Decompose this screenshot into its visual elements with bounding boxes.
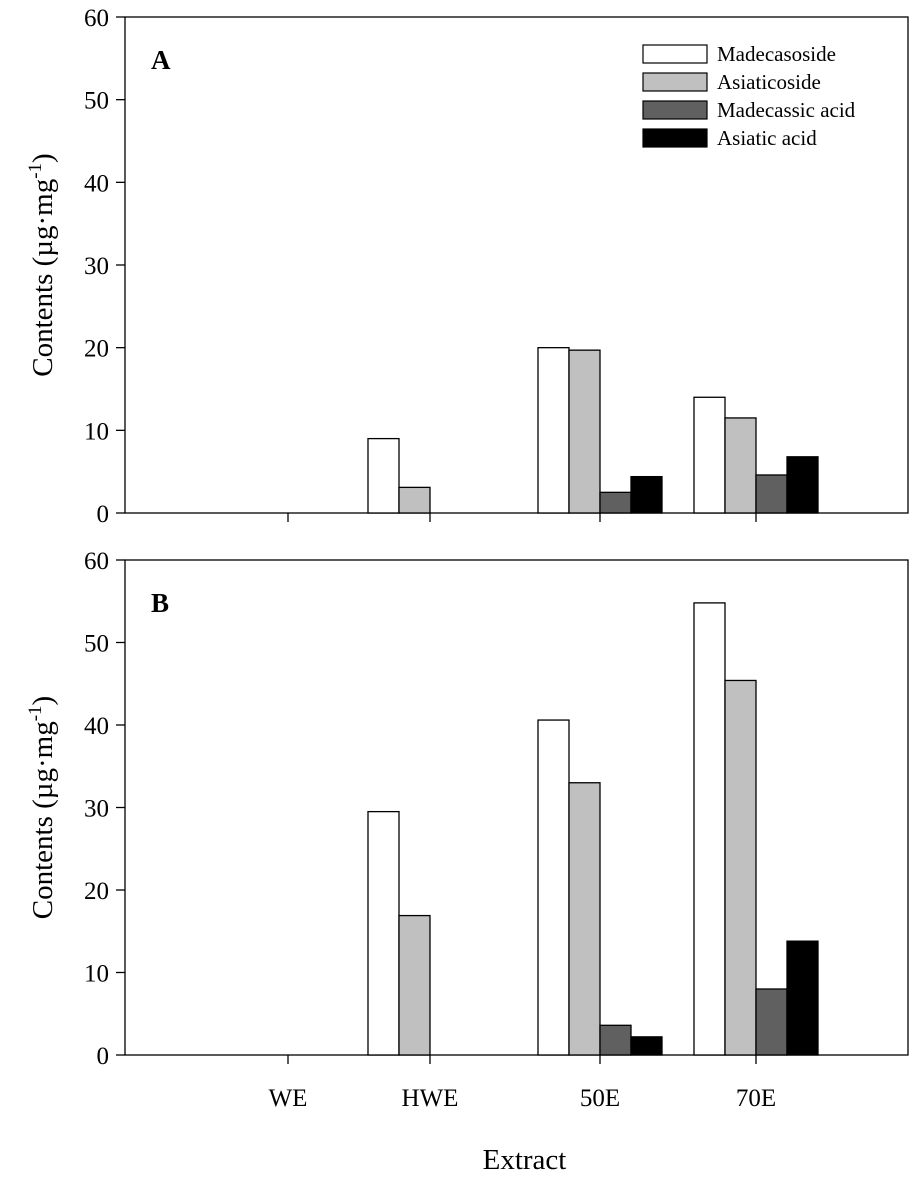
bar-madecasoside-70e bbox=[693, 602, 726, 1056]
legend-swatch-asiaticoside bbox=[642, 72, 708, 92]
y-tick-label: 60 bbox=[84, 5, 109, 32]
bar-asiaticoside-70e bbox=[724, 417, 757, 514]
y-tick-label: 0 bbox=[97, 501, 110, 528]
legend-swatch-madecasoside bbox=[642, 44, 708, 64]
legend-swatch-madecassic-acid bbox=[642, 100, 708, 120]
legend: Madecasoside Asiaticoside Madecassic acid A… bbox=[642, 42, 856, 150]
bar-madecassic-acid-70e bbox=[755, 988, 788, 1056]
chart-panel-b: 0 10 20 30 40 50 60 B Contents (µg·mg-1) WE HWE 50E… bbox=[25, 548, 909, 1176]
y-axis-label-superscript: -1 bbox=[25, 705, 46, 721]
legend-label-madecasoside: Madecasoside bbox=[717, 42, 836, 66]
y-tick-label: 40 bbox=[84, 170, 109, 197]
bar-asiatic-acid-50e bbox=[630, 475, 663, 514]
legend-label-asiatic-acid: Asiatic acid bbox=[717, 126, 817, 150]
x-tick-label: HWE bbox=[402, 1085, 459, 1112]
y-axis-label: Contents (µg·mg-1) bbox=[25, 696, 59, 919]
legend-swatch-asiatic-acid bbox=[642, 128, 708, 148]
bar-madecasoside-70e bbox=[693, 396, 726, 514]
bar-madecassic-acid-70e bbox=[755, 474, 788, 514]
panel-letter: B bbox=[151, 588, 169, 618]
x-tick-label: WE bbox=[269, 1085, 308, 1112]
x-axis-label: Extract bbox=[483, 1144, 567, 1176]
x-tick-label: 50E bbox=[580, 1085, 620, 1112]
legend-label-asiaticoside: Asiaticoside bbox=[717, 70, 821, 94]
y-tick-label: 20 bbox=[84, 878, 109, 905]
y-axis-label-main: Contents (µg·mg bbox=[27, 179, 59, 377]
bar-asiaticoside-hwe bbox=[398, 914, 431, 1056]
y-tick-label: 60 bbox=[84, 548, 109, 575]
y-axis-label-main: Contents (µg·mg bbox=[27, 721, 59, 919]
y-tick-label: 50 bbox=[84, 88, 109, 115]
bar-madecassic-acid-50e bbox=[599, 491, 632, 514]
bar-asiatic-acid-50e bbox=[630, 1036, 663, 1056]
bar-asiaticoside-50e bbox=[568, 349, 601, 514]
x-tick-label: 70E bbox=[736, 1085, 776, 1112]
legend-label-madecassic-acid: Madecassic acid bbox=[717, 98, 856, 122]
y-tick-label: 40 bbox=[84, 713, 109, 740]
y-tick-label: 30 bbox=[84, 796, 109, 823]
y-tick-label: 30 bbox=[84, 253, 109, 280]
y-axis-label-superscript: -1 bbox=[25, 163, 46, 179]
y-axis-label-close: ) bbox=[27, 696, 59, 706]
bar-madecassic-acid-50e bbox=[599, 1024, 632, 1056]
bar-asiatic-acid-70e bbox=[786, 940, 819, 1056]
bar-asiaticoside-hwe bbox=[398, 486, 431, 514]
bar-madecasoside-50e bbox=[537, 719, 570, 1056]
bar-madecasoside-50e bbox=[537, 347, 570, 514]
bar-asiaticoside-70e bbox=[724, 679, 757, 1056]
bar-madecasoside-hwe bbox=[367, 810, 400, 1056]
bar-asiaticoside-50e bbox=[568, 782, 601, 1056]
y-axis-label: Contents (µg·mg-1) bbox=[25, 153, 59, 376]
bar-asiatic-acid-70e bbox=[786, 456, 819, 514]
bar-madecasoside-hwe bbox=[367, 437, 400, 514]
y-tick-label: 10 bbox=[84, 418, 109, 445]
y-tick-label: 50 bbox=[84, 631, 109, 658]
y-axis-label-close: ) bbox=[27, 153, 59, 163]
panel-letter: A bbox=[151, 45, 171, 75]
y-tick-label: 20 bbox=[84, 336, 109, 363]
y-tick-label: 0 bbox=[97, 1043, 110, 1070]
y-tick-label: 10 bbox=[84, 961, 109, 988]
chart-panel-a: 0 10 20 30 40 50 60 A Contents (µg·mg-1) Madecaso… bbox=[25, 5, 909, 528]
